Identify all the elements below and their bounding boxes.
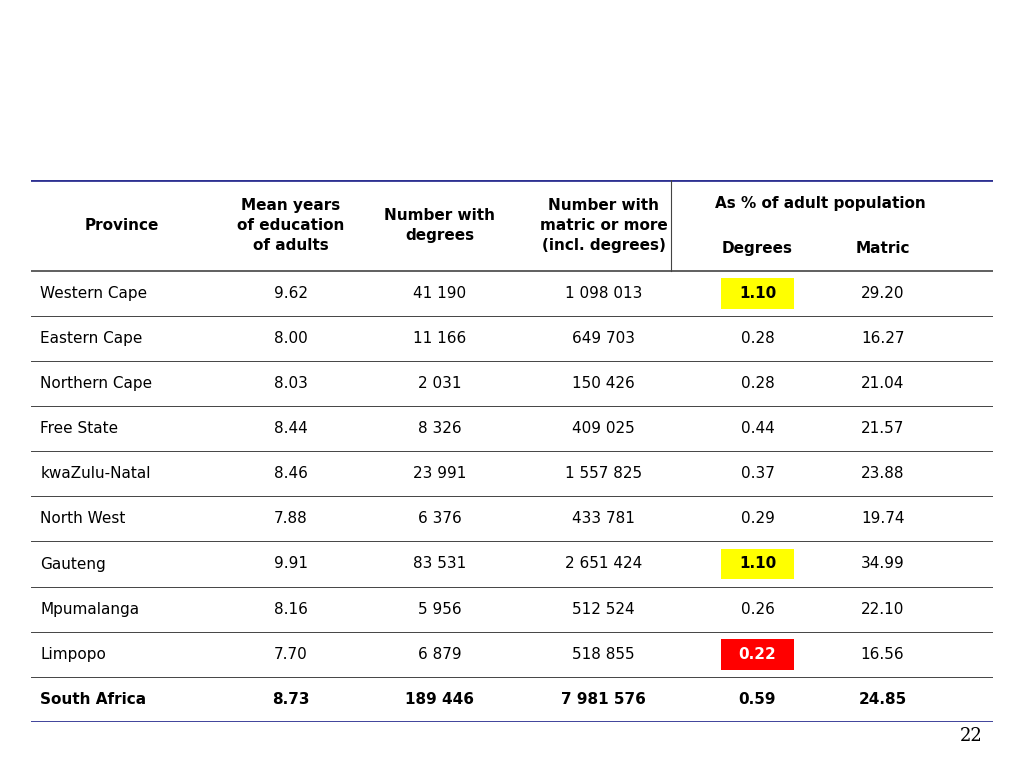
Text: 8.44: 8.44: [273, 421, 307, 436]
Text: Number with
degrees: Number with degrees: [384, 208, 496, 243]
Text: 19.74: 19.74: [861, 511, 904, 526]
Text: 1 557 825: 1 557 825: [565, 466, 642, 482]
Text: 8.73: 8.73: [271, 692, 309, 707]
Text: 1.10: 1.10: [739, 286, 776, 301]
Text: 8 326: 8 326: [418, 421, 462, 436]
Text: 24.85: 24.85: [858, 692, 906, 707]
Text: Matric: Matric: [855, 240, 910, 256]
Text: 7.88: 7.88: [273, 511, 307, 526]
Text: 0.29: 0.29: [740, 511, 774, 526]
Text: 7 981 576: 7 981 576: [561, 692, 646, 707]
Text: 189 446: 189 446: [406, 692, 474, 707]
Text: 0.28: 0.28: [740, 331, 774, 346]
Text: 22.10: 22.10: [861, 601, 904, 617]
Bar: [721, 278, 794, 309]
Text: 29.20: 29.20: [861, 286, 904, 301]
Text: 518 855: 518 855: [572, 647, 635, 662]
Text: 21.57: 21.57: [861, 421, 904, 436]
Text: Mean years
of education
of adults: Mean years of education of adults: [237, 198, 344, 253]
Text: Northern Cape: Northern Cape: [40, 376, 153, 391]
Text: North West: North West: [40, 511, 126, 526]
Text: 41 190: 41 190: [414, 286, 466, 301]
Text: 22: 22: [961, 727, 983, 745]
Text: 16.56: 16.56: [861, 647, 904, 662]
Text: 433 781: 433 781: [572, 511, 635, 526]
Text: 34.99: 34.99: [861, 557, 904, 571]
Bar: [721, 548, 794, 579]
Text: 8.00: 8.00: [273, 331, 307, 346]
Text: Mpumalanga: Mpumalanga: [40, 601, 139, 617]
Bar: [721, 639, 794, 670]
Text: 9.91: 9.91: [273, 557, 307, 571]
Text: 6 879: 6 879: [418, 647, 462, 662]
Text: 150 426: 150 426: [572, 376, 635, 391]
Text: 409 025: 409 025: [572, 421, 635, 436]
Text: 83 531: 83 531: [413, 557, 467, 571]
Text: 0.22: 0.22: [738, 647, 776, 662]
Text: Western Cape: Western Cape: [40, 286, 147, 301]
Text: 23 991: 23 991: [413, 466, 467, 482]
Text: 0.28: 0.28: [740, 376, 774, 391]
Text: 0.37: 0.37: [740, 466, 774, 482]
Text: 2 651 424: 2 651 424: [565, 557, 642, 571]
Text: 11 166: 11 166: [413, 331, 467, 346]
Text: As % of adult population: As % of adult population: [715, 196, 926, 210]
Text: 649 703: 649 703: [572, 331, 635, 346]
Text: 0.59: 0.59: [738, 692, 776, 707]
Text: 512 524: 512 524: [572, 601, 635, 617]
Text: South Africa: South Africa: [40, 692, 146, 707]
Text: Province: Province: [85, 218, 160, 233]
Text: 9.62: 9.62: [273, 286, 307, 301]
Text: 5 956: 5 956: [418, 601, 462, 617]
Text: 0.26: 0.26: [740, 601, 774, 617]
Text: 7.70: 7.70: [273, 647, 307, 662]
Text: Number with
matric or more
(incl. degrees): Number with matric or more (incl. degree…: [540, 198, 668, 253]
Text: Educational attainment of the South African adult: Educational attainment of the South Afri…: [0, 42, 1024, 78]
Text: 8.03: 8.03: [273, 376, 307, 391]
Text: 21.04: 21.04: [861, 376, 904, 391]
Text: 23.88: 23.88: [861, 466, 904, 482]
Text: Degrees: Degrees: [722, 240, 793, 256]
Text: 1.10: 1.10: [739, 557, 776, 571]
Text: 8.16: 8.16: [273, 601, 307, 617]
Text: Free State: Free State: [40, 421, 119, 436]
Text: kwaZulu-Natal: kwaZulu-Natal: [40, 466, 151, 482]
Text: Gauteng: Gauteng: [40, 557, 106, 571]
Text: Eastern Cape: Eastern Cape: [40, 331, 142, 346]
Text: Limpopo: Limpopo: [40, 647, 106, 662]
Text: 0.44: 0.44: [740, 421, 774, 436]
Text: population (20 years or more) by province, 2007: population (20 years or more) by provinc…: [0, 111, 1024, 147]
Text: 8.46: 8.46: [273, 466, 307, 482]
Text: 16.27: 16.27: [861, 331, 904, 346]
Text: 6 376: 6 376: [418, 511, 462, 526]
Text: 2 031: 2 031: [418, 376, 462, 391]
Text: 1 098 013: 1 098 013: [565, 286, 642, 301]
